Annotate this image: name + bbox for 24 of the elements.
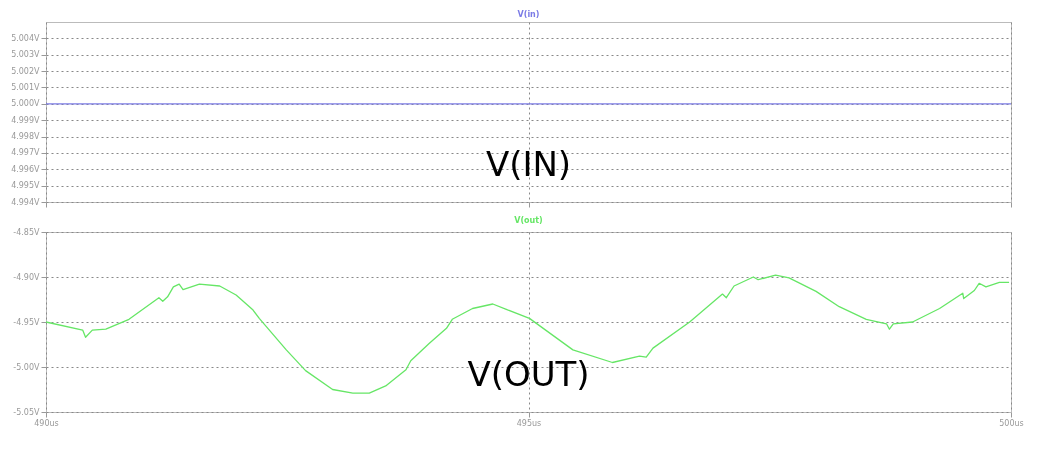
y-tick-label: -5.05V	[13, 407, 41, 417]
x-tick-label: 490us	[34, 418, 59, 428]
y-tick-label: -4.85V	[13, 227, 41, 237]
y-tick-label: 5.002V	[11, 66, 41, 76]
y-tick-label: 4.999V	[11, 115, 41, 125]
annotation: V(IN)	[485, 144, 572, 184]
y-tick-label: -4.95V	[13, 317, 41, 327]
annotation: V(OUT)	[467, 354, 590, 394]
y-tick-label: 4.996V	[11, 164, 41, 174]
y-tick-label: 4.995V	[11, 181, 41, 191]
y-tick-label: 5.003V	[11, 50, 41, 60]
y-tick-label: 5.000V	[11, 99, 41, 109]
y-tick-label: 4.994V	[11, 197, 41, 207]
x-tick-label: 495us	[516, 418, 542, 428]
line-series	[45, 274, 1010, 394]
text: V(out)	[514, 216, 543, 225]
y-tick-label: -4.90V	[13, 272, 41, 282]
y-tick-label: -5.00V	[13, 362, 41, 372]
y-tick-label: 4.997V	[11, 148, 41, 158]
y-tick-label: 5.001V	[11, 82, 41, 92]
y-tick-label: 4.998V	[11, 132, 41, 142]
y-tick-label: 5.004V	[11, 33, 41, 43]
x-tick-label: 500us	[999, 418, 1024, 428]
text: V(in)	[517, 10, 540, 19]
